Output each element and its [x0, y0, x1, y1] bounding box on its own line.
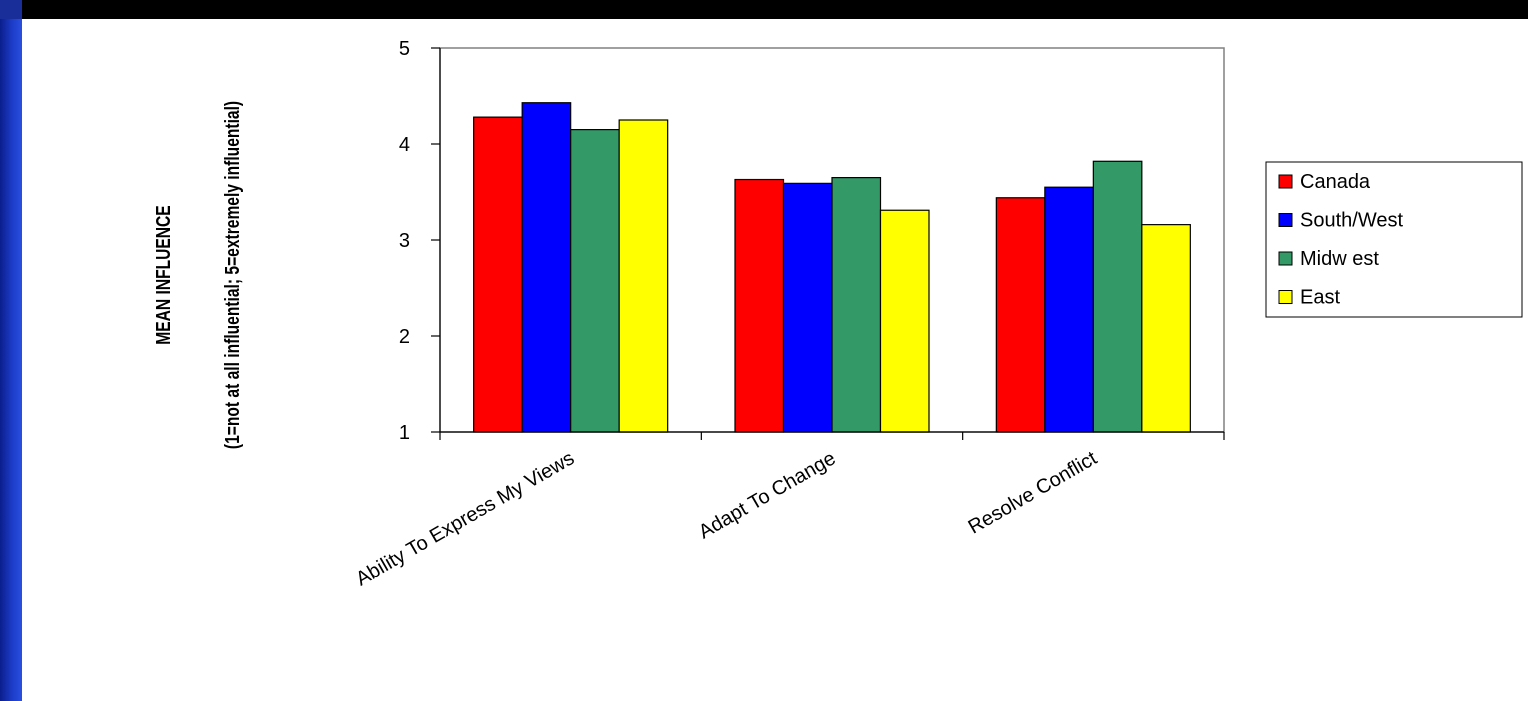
- legend-swatch: [1278, 290, 1293, 304]
- legend-swatch: [1278, 251, 1293, 266]
- axes-group: [431, 47, 1225, 440]
- category-label: Adapt To Change: [695, 447, 840, 543]
- bar-2-south-west: [782, 182, 833, 433]
- category-labels: Ability To Express My Views Adapt To Chan…: [352, 447, 1101, 590]
- legend-label: Midw est: [1300, 248, 1379, 270]
- bars-group: [473, 102, 1191, 433]
- legend: Canada South/West Midw est East: [1265, 161, 1523, 318]
- bar-1-canada: [473, 116, 523, 433]
- bar-1-midw-est: [570, 129, 620, 433]
- y-tick-label: 2: [399, 326, 410, 348]
- y-tick-label: 5: [399, 38, 410, 60]
- slide-left-accent-cap: [0, 0, 22, 19]
- bar-2-east: [879, 209, 930, 433]
- y-axis-title-line2: (1=not at all influential; 5=extremely i…: [221, 101, 243, 449]
- category-label: Ability To Express My Views: [352, 447, 578, 590]
- bar-2-canada: [734, 178, 785, 433]
- bar-3-canada: [995, 197, 1046, 433]
- y-axis-title-line1: MEAN INFLUENCE: [152, 205, 174, 344]
- y-tick-label: 3: [399, 230, 410, 252]
- bar-3-south-west: [1044, 186, 1094, 433]
- legend-swatch: [1278, 213, 1293, 227]
- category-label: Resolve Conflict: [965, 447, 1102, 539]
- y-tick-label: 1: [399, 422, 410, 444]
- legend-box: [1265, 161, 1523, 318]
- bar-2-midw-est: [831, 177, 882, 433]
- legend-label: South/West: [1300, 210, 1403, 232]
- y-tick-labels: 1 2 3 4 5: [399, 38, 410, 444]
- bar-1-east: [618, 119, 669, 433]
- legend-label: Canada: [1300, 171, 1371, 193]
- bar-1-south-west: [521, 102, 572, 433]
- slide-top-bar: [0, 0, 1528, 19]
- legend-label: East: [1300, 287, 1340, 309]
- bar-3-midw-est: [1092, 160, 1143, 433]
- y-tick-label: 4: [399, 134, 410, 156]
- y-axis-title: MEAN INFLUENCE (1=not at all influential…: [152, 101, 243, 449]
- bar-3-east: [1141, 224, 1191, 433]
- legend-swatch: [1278, 174, 1293, 189]
- slide-left-accent-bar: [0, 0, 22, 701]
